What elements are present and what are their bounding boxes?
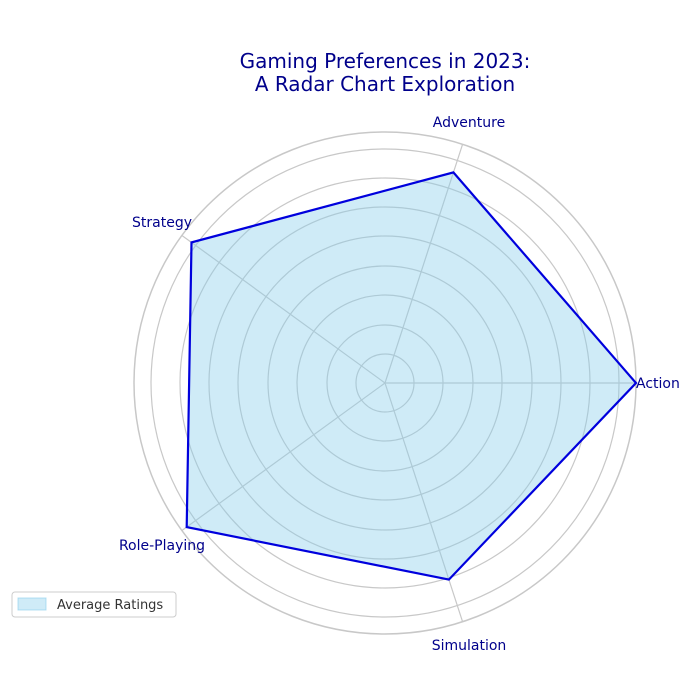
radar-series xyxy=(185,171,638,581)
grid-spoke xyxy=(384,144,464,384)
axis-label-simulation: Simulation xyxy=(432,638,507,654)
series-area-average-ratings xyxy=(186,172,636,580)
axis-labels: Action Adventure Strategy Role-Playing Simul… xyxy=(119,115,680,654)
chart-title-line-2: A Radar Chart Exploration xyxy=(255,72,515,96)
chart-title: Gaming Preferences in 2023: A Radar Char… xyxy=(240,49,531,96)
legend-entry-average-ratings: Average Ratings xyxy=(57,598,163,613)
grid-spoke xyxy=(384,382,464,622)
series-line-average-ratings xyxy=(185,171,638,581)
axis-label-adventure: Adventure xyxy=(433,115,505,131)
legend-swatch xyxy=(17,597,47,611)
grid-spoke xyxy=(181,234,386,384)
axis-label-action: Action xyxy=(636,376,680,392)
legend-box xyxy=(11,591,177,618)
chart-title-line-1: Gaming Preferences in 2023: xyxy=(240,49,531,73)
grid-spoke xyxy=(181,382,386,532)
legend: Average Ratings xyxy=(11,591,177,618)
axis-label-role-playing: Role-Playing xyxy=(119,538,205,554)
axis-label-strategy: Strategy xyxy=(132,215,192,231)
